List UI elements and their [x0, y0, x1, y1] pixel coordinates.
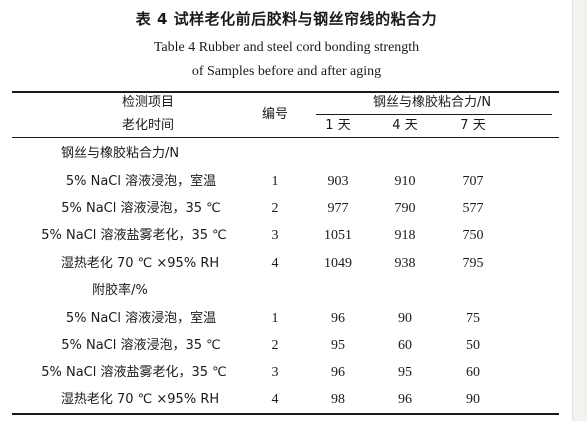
row-label: 5% NaCl 溶液浸泡，35 ℃ [61, 338, 221, 353]
header-number-label: 编号 [261, 107, 289, 122]
row-number: 2 [271, 338, 279, 353]
value-day4: 96 [398, 392, 412, 407]
value-day4: 910 [394, 174, 416, 189]
header-item-label: 检测项目 [121, 95, 175, 110]
table-bottom-rule [12, 413, 559, 415]
value-day1: 1051 [324, 228, 352, 243]
row-number: 4 [271, 256, 279, 271]
header-day-7: 7 天 [460, 118, 486, 133]
header-aging-time-label: 老化时间 [121, 118, 175, 133]
value-day7: 75 [466, 311, 480, 326]
header-group-rule [316, 114, 552, 115]
row-label: 5% NaCl 溶液浸泡，室温 [65, 311, 217, 326]
row-label: 5% NaCl 溶液浸泡，室温 [65, 174, 217, 189]
value-day7: 750 [462, 228, 484, 243]
table-title-chinese: 表 4 试样老化前后胶料与钢丝帘线的粘合力 [135, 10, 438, 28]
value-day1: 1049 [324, 256, 352, 271]
value-day1: 96 [331, 365, 345, 380]
section-title-adhesion-rate: 附胶率/% [92, 283, 148, 298]
row-number: 3 [271, 228, 279, 243]
row-number: 4 [271, 392, 279, 407]
value-day1: 98 [331, 392, 345, 407]
value-day1: 95 [331, 338, 345, 353]
value-day7: 60 [466, 365, 480, 380]
value-day7: 577 [462, 201, 484, 216]
value-day4: 918 [394, 228, 416, 243]
row-label: 湿热老化 70 ℃ ×95% RH [60, 392, 220, 407]
table-top-rule [12, 91, 559, 93]
header-day-1: 1 天 [325, 118, 351, 133]
header-bottom-rule [12, 137, 559, 138]
row-label: 湿热老化 70 ℃ ×95% RH [60, 256, 220, 271]
row-number: 1 [271, 174, 279, 189]
value-day7: 90 [466, 392, 480, 407]
value-day1: 977 [327, 201, 349, 216]
value-day1: 96 [331, 311, 345, 326]
row-number: 3 [271, 365, 279, 380]
table-title-english-line1: Table 4 Rubber and steel cord bonding st… [153, 40, 420, 55]
row-number: 1 [271, 311, 279, 326]
table-title-english-line2: of Samples before and after aging [191, 64, 382, 79]
section-title-bond-force: 钢丝与橡胶粘合力/N [60, 146, 180, 161]
header-day-4: 4 天 [392, 118, 418, 133]
value-day7: 707 [462, 174, 484, 189]
value-day1: 903 [327, 174, 349, 189]
header-group-label: 钢丝与橡胶粘合力/N [372, 95, 492, 110]
value-day4: 790 [394, 201, 416, 216]
row-number: 2 [271, 201, 279, 216]
row-label: 5% NaCl 溶液浸泡，35 ℃ [61, 201, 221, 216]
value-day4: 938 [394, 256, 416, 271]
row-label: 5% NaCl 溶液盐雾老化，35 ℃ [41, 365, 227, 380]
page-margin-strip [572, 0, 587, 421]
value-day4: 90 [398, 311, 412, 326]
value-day4: 95 [398, 365, 412, 380]
value-day7: 795 [462, 256, 484, 271]
value-day7: 50 [466, 338, 480, 353]
row-label: 5% NaCl 溶液盐雾老化，35 ℃ [41, 228, 227, 243]
value-day4: 60 [398, 338, 412, 353]
